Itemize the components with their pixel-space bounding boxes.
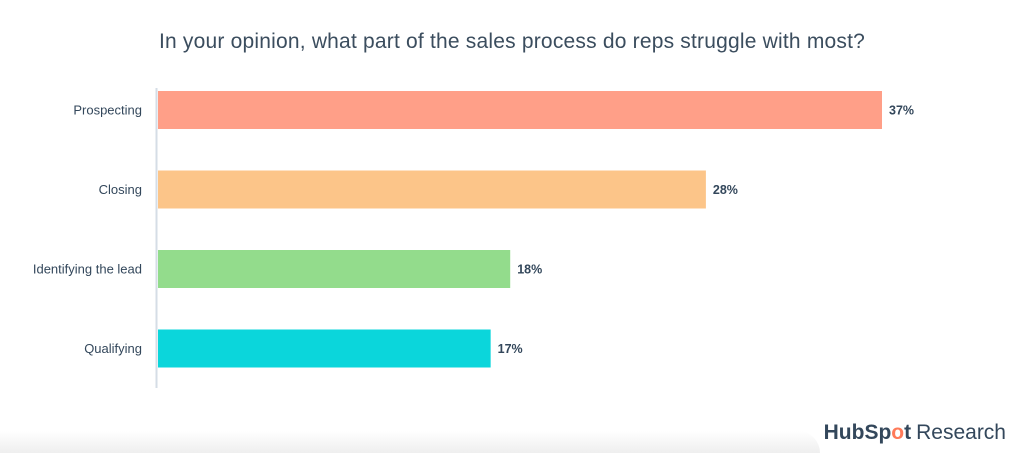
value-label: 17% <box>498 342 523 356</box>
category-label: Prospecting <box>73 103 142 118</box>
hubspot-research-logo: HubSpot Research <box>824 421 1006 445</box>
chart-title: In your opinion, what part of the sales … <box>158 30 866 53</box>
category-label: Qualifying <box>84 341 142 356</box>
value-label: 37% <box>889 104 914 118</box>
brand-hub: HubSp <box>823 421 892 444</box>
bar <box>158 170 706 209</box>
bar <box>158 250 511 288</box>
bar <box>158 329 491 368</box>
value-label: 18% <box>517 263 542 277</box>
value-label: 28% <box>713 183 738 197</box>
brand-research: Research <box>916 421 1006 444</box>
brand-t: t <box>904 421 912 444</box>
category-label: Identifying the lead <box>33 262 142 277</box>
category-label: Closing <box>99 182 142 197</box>
brand-sprocket-o: o <box>891 421 905 444</box>
bars-group: Prospecting 37% Closing 28% Identifying the … <box>33 91 914 368</box>
bar <box>158 91 882 129</box>
footer-shadow <box>0 431 820 453</box>
